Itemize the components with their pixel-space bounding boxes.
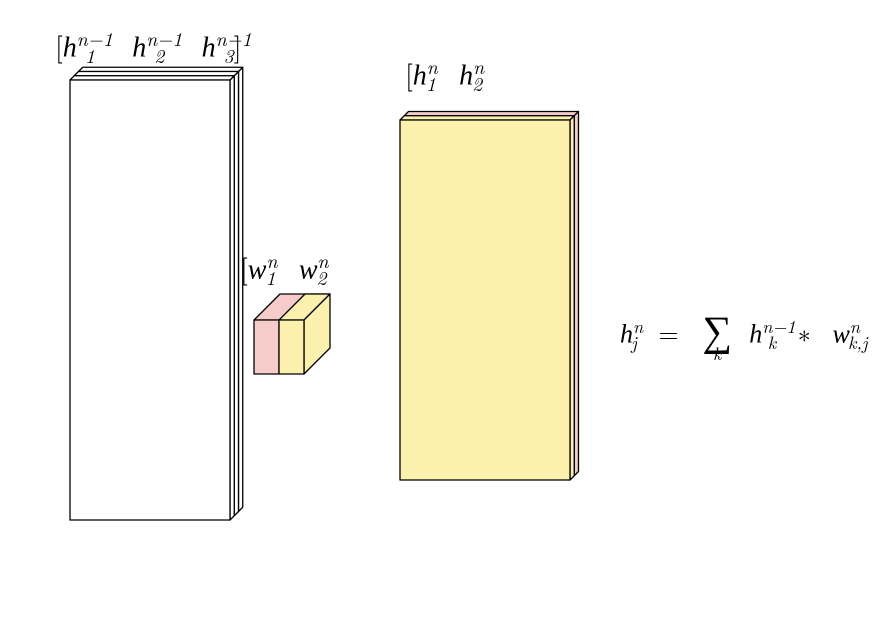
output-label: [hn1 hn2 — [405, 52, 482, 97]
equation: hnj = ∑ k hn−1k ∗ wnk,j — [620, 310, 868, 364]
filter-label: [wn1 wn2 — [240, 246, 327, 291]
input-label: [hn−11 hn−12 hn−13] — [55, 24, 241, 69]
